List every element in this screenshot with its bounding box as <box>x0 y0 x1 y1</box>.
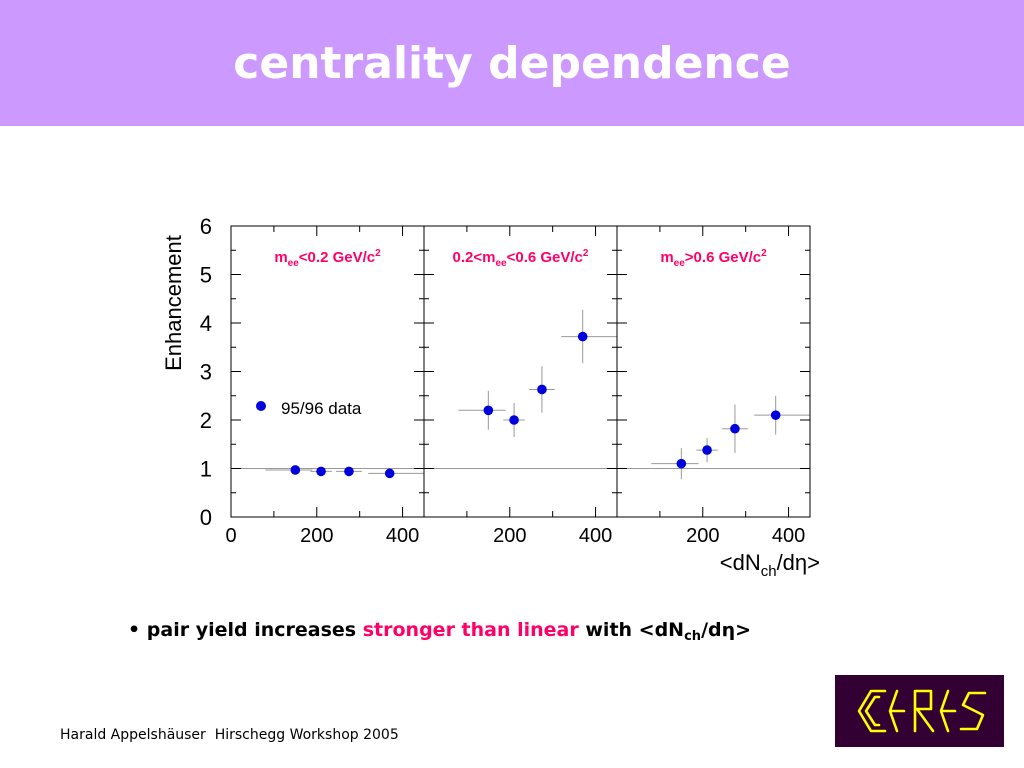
bullet-point: • pair yield increases stronger than lin… <box>128 618 751 649</box>
data-point <box>676 458 687 469</box>
footer-event: Hirschegg Workshop 2005 <box>214 727 399 743</box>
y-axis-label: Enhancement <box>161 235 186 371</box>
x-tick-label: 400 <box>386 525 419 547</box>
data-point <box>537 384 547 395</box>
data-point <box>384 468 395 479</box>
data-point <box>483 405 494 416</box>
x-tick-label: 200 <box>300 525 333 547</box>
x-tick-label: 200 <box>493 525 526 547</box>
x-tick-label: 400 <box>772 525 805 547</box>
y-tick-label: 1 <box>200 457 212 482</box>
footer: Harald Appelshäuser Hirschegg Workshop 2… <box>60 727 399 743</box>
panel-label: mee>0.6 GeV/c2 <box>660 248 767 269</box>
slide-title: centrality dependence <box>233 38 791 89</box>
y-tick-label: 4 <box>200 311 212 336</box>
y-tick-label: 3 <box>200 360 212 385</box>
legend-label: 95/96 data <box>281 399 362 418</box>
data-point <box>290 465 301 475</box>
footer-author: Harald Appelshäuser <box>60 727 206 743</box>
title-banner <box>0 0 1024 126</box>
bullet-subscript: ch <box>684 629 702 644</box>
data-point <box>509 415 519 425</box>
bullet-text-end: with <dN <box>585 619 685 641</box>
panel-label: 0.2<mee<0.6 GeV/c2 <box>453 248 589 269</box>
data-point <box>730 423 740 434</box>
x-axis-label: <dNch/dη> <box>720 550 820 580</box>
bullet-text-start: pair yield increases <box>146 619 357 641</box>
y-tick-label: 6 <box>200 214 212 239</box>
data-point <box>577 331 588 342</box>
y-tick-label: 5 <box>200 263 212 288</box>
panel-label: mee<0.2 GeV/c2 <box>274 248 381 269</box>
legend-marker <box>256 401 266 411</box>
ceres-logo <box>835 675 1004 747</box>
panel-frame <box>423 225 618 518</box>
data-point <box>316 466 326 477</box>
bullet-marker: • <box>128 619 141 641</box>
data-point <box>344 466 354 477</box>
x-tick-label: 0 <box>225 525 236 547</box>
x-tick-label: 400 <box>579 525 612 547</box>
data-point <box>770 410 781 420</box>
bullet-highlight: stronger than linear <box>362 619 579 641</box>
ceres-logo-mark <box>857 689 987 733</box>
y-tick-label: 2 <box>200 408 212 433</box>
panel-frame <box>616 225 811 518</box>
x-tick-label: 200 <box>686 525 719 547</box>
y-tick-label: 0 <box>200 505 212 530</box>
bullet-text-tail: /dη> <box>701 619 752 641</box>
data-point <box>702 445 712 455</box>
